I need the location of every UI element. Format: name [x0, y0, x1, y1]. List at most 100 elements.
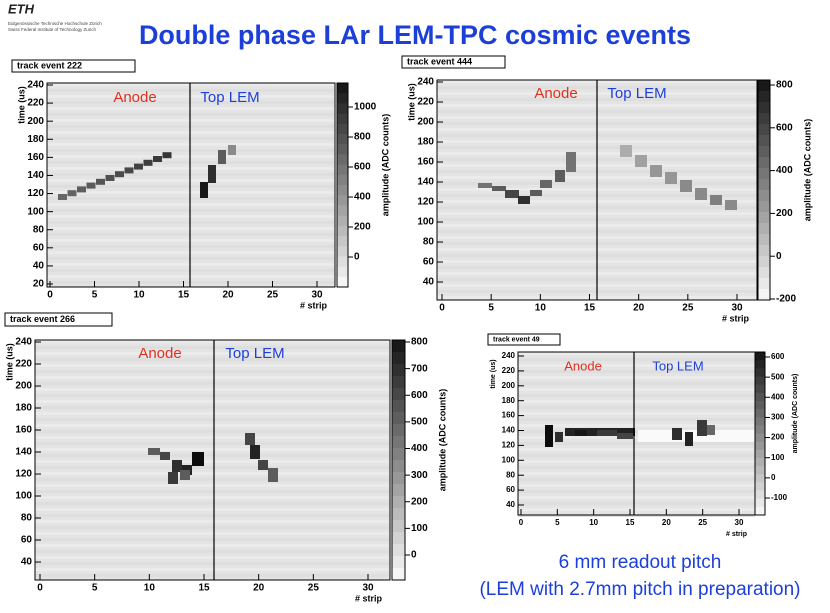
noise-stripe	[35, 472, 390, 475]
noise-stripe	[518, 376, 755, 379]
track-hit	[680, 180, 692, 192]
y-tick-label: 160	[15, 425, 32, 436]
colorbar-tick-label: 400	[354, 192, 371, 203]
y-tick-label: 220	[15, 359, 32, 370]
x-tick-label: 30	[731, 303, 743, 314]
colorbar-step	[758, 190, 770, 202]
colorbar-tick-label: 600	[411, 390, 428, 401]
colorbar-step	[392, 508, 405, 521]
colorbar-step	[758, 256, 770, 268]
track-hit	[200, 182, 208, 198]
track-hit	[672, 428, 682, 440]
noise-stripe	[518, 382, 755, 385]
track-hit	[650, 165, 662, 177]
noise-stripe	[35, 454, 390, 457]
y-axis-label: time (us)	[16, 86, 26, 124]
colorbar-step	[755, 433, 765, 443]
x-tick-label: 15	[198, 583, 210, 594]
colorbar-step	[337, 103, 348, 115]
x-tick-label: 10	[133, 290, 145, 301]
colorbar-step	[392, 412, 405, 425]
y-tick-label: 220	[502, 366, 516, 375]
noise-stripe	[47, 185, 335, 188]
x-tick-label: 30	[311, 290, 323, 301]
track-hit	[555, 170, 565, 182]
colorbar-step	[337, 266, 348, 278]
x-axis-label: # strip	[355, 593, 383, 603]
panel-label: track event 266	[10, 314, 75, 324]
x-tick-label: 5	[92, 583, 98, 594]
noise-stripe	[47, 203, 335, 206]
colorbar-tick-label: 0	[776, 251, 782, 262]
colorbar-step	[755, 457, 765, 467]
noise-stripe	[518, 358, 755, 361]
noise-stripe	[35, 358, 390, 361]
colorbar-frame	[391, 339, 406, 581]
track-hit	[638, 430, 755, 442]
noise-stripe	[47, 281, 335, 284]
colorbar-tick-label: -100	[771, 493, 788, 502]
noise-stripe	[518, 394, 755, 397]
colorbar-step	[758, 278, 770, 290]
colorbar-step	[755, 352, 765, 361]
y-tick-label: 60	[33, 242, 45, 253]
colorbar-step	[392, 436, 405, 449]
colorbar-step	[392, 448, 405, 461]
track-hit	[725, 200, 737, 210]
noise-stripe	[35, 496, 390, 499]
noise-stripe	[35, 502, 390, 505]
x-tick-label: 5	[555, 518, 560, 527]
x-axis-label: # strip	[300, 300, 328, 310]
track-hit	[160, 452, 170, 460]
colorbar-tick-label: 0	[771, 473, 776, 482]
y-tick-label: 120	[417, 197, 434, 208]
noise-stripe	[518, 478, 755, 481]
colorbar-step	[755, 466, 765, 475]
y-tick-label: 160	[502, 411, 516, 420]
colorbar-step	[337, 83, 348, 94]
noise-stripe	[518, 406, 755, 409]
noise-stripe	[35, 346, 390, 349]
track-hit	[58, 194, 67, 200]
noise-stripe	[518, 508, 755, 511]
colorbar-tick-label: 500	[411, 417, 428, 428]
noise-stripe	[47, 263, 335, 266]
colorbar-step	[392, 376, 405, 389]
y-tick-label: 80	[33, 224, 45, 235]
colorbar-step	[755, 490, 765, 500]
noise-stripe	[47, 197, 335, 200]
x-tick-label: 10	[144, 583, 156, 594]
colorbar-tick-label: 300	[771, 413, 785, 422]
colorbar-step	[755, 376, 765, 386]
noise-stripe	[35, 466, 390, 469]
colorbar-step	[755, 392, 765, 402]
noise-stripe	[35, 556, 390, 559]
y-tick-label: 40	[33, 261, 45, 272]
track-hit	[540, 180, 552, 188]
label-box	[401, 55, 506, 69]
top-lem-label: Top LEM	[225, 345, 284, 362]
panel-label: track event 49	[493, 336, 540, 343]
noise-stripe	[47, 239, 335, 242]
noise-stripe	[35, 544, 390, 547]
noise-stripe	[47, 131, 335, 134]
noise-stripe	[35, 382, 390, 385]
colorbar-step	[758, 168, 770, 180]
noise-stripe	[518, 502, 755, 505]
track-hit	[620, 145, 632, 157]
y-tick-label: 140	[15, 447, 32, 458]
colorbar-step	[755, 384, 765, 394]
colorbar-tick-label: 600	[771, 352, 785, 361]
colorbar-frame	[754, 351, 766, 516]
noise-stripe	[47, 119, 335, 122]
plot-frame	[46, 82, 336, 288]
colorbar-step	[337, 185, 348, 196]
colorbar-tick-label: 800	[411, 337, 428, 348]
noise-stripe	[47, 191, 335, 194]
colorbar-tick-label: 300	[411, 470, 428, 481]
logo: ETH	[8, 1, 35, 16]
track-hit	[505, 190, 519, 198]
noise-stripe	[35, 340, 390, 343]
colorbar-step	[758, 201, 770, 213]
y-tick-label: 180	[27, 134, 44, 145]
